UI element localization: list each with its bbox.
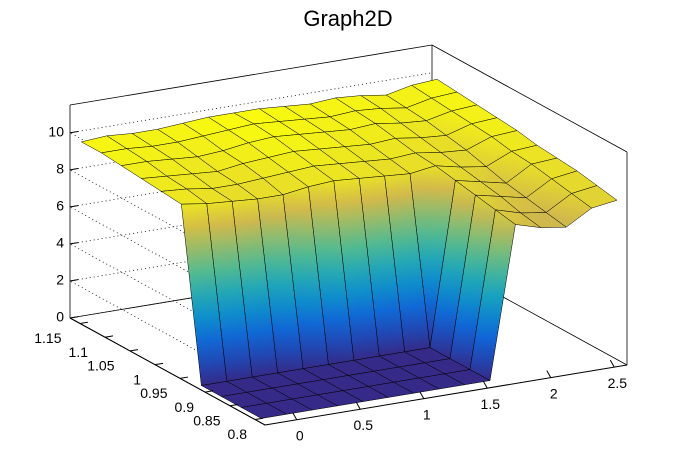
y-tick	[129, 349, 139, 352]
box-edge	[431, 44, 628, 153]
z-tick-label: 4	[56, 235, 64, 251]
x-tick	[609, 359, 615, 368]
y-tick-label: 1	[133, 371, 141, 387]
y-tick-label: 0.9	[175, 399, 195, 415]
y-tick	[229, 404, 239, 407]
y-tick-label: 1.05	[87, 358, 114, 374]
y-tick-label: 1.1	[69, 344, 89, 360]
z-tick	[69, 316, 79, 319]
z-tick	[69, 242, 79, 245]
y-tick-label: 0.85	[193, 412, 220, 428]
x-tick	[355, 401, 361, 410]
z-tick	[69, 168, 79, 171]
chart-title: Graph2D	[303, 6, 392, 31]
box-edge	[69, 44, 433, 106]
surface-cell	[241, 403, 288, 419]
x-tick-label: 0	[296, 427, 304, 443]
z-tick-label: 2	[56, 272, 64, 288]
z-tick-label: 10	[48, 123, 64, 139]
y-tick	[104, 335, 114, 338]
x-axis	[264, 364, 628, 426]
y-axis	[69, 317, 266, 426]
x-tick	[546, 370, 552, 378]
x-tick-label: 2	[550, 385, 558, 401]
y-tick	[204, 390, 214, 393]
x-tick-label: 1.5	[481, 396, 501, 412]
x-tick-label: 1	[423, 406, 431, 422]
z-tick	[69, 279, 79, 282]
x-tick	[419, 391, 425, 399]
y-tick	[79, 321, 89, 324]
y-tick-label: 1.15	[34, 330, 61, 346]
z-tick-label: 0	[56, 309, 64, 325]
x-tick-label: 2.5	[608, 375, 628, 391]
z-tick-label: 6	[56, 198, 64, 214]
x-tick	[292, 412, 298, 420]
y-tick	[179, 376, 189, 379]
y-tick-label: 0.95	[140, 385, 167, 401]
x-tick-label: 0.5	[354, 417, 374, 433]
y-tick	[254, 417, 264, 421]
y-tick-label: 0.8	[228, 426, 248, 442]
z-tick	[69, 205, 79, 208]
z-tick-label: 8	[56, 161, 64, 177]
x-tick	[482, 380, 488, 389]
y-tick	[154, 362, 164, 366]
z-tick	[69, 130, 79, 134]
